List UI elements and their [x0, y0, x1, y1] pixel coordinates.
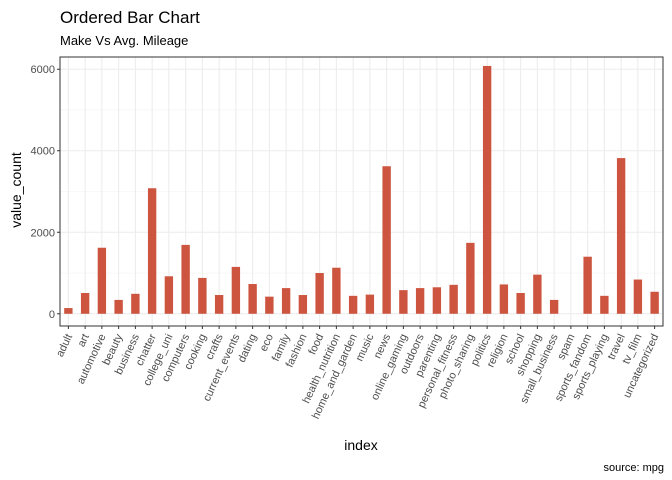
- bar-religion: [499, 284, 509, 314]
- bar-family: [281, 288, 291, 314]
- bar-health_nutrition: [332, 267, 341, 314]
- y-tick-label: 6000: [31, 64, 55, 76]
- bar-automotive: [97, 247, 107, 314]
- y-axis-title: value_count: [8, 152, 24, 228]
- bar-politics: [482, 65, 492, 314]
- y-tick-label: 2000: [31, 227, 55, 239]
- bar-outdoors: [415, 288, 425, 314]
- bar-eco: [265, 296, 274, 314]
- bar-fashion: [298, 295, 308, 314]
- bar-shopping: [533, 274, 542, 314]
- bar-business: [131, 293, 140, 314]
- y-tick-label: 0: [49, 309, 55, 321]
- bar-news: [382, 166, 391, 314]
- chart-title: Ordered Bar Chart: [60, 8, 200, 27]
- chart-caption: source: mpg: [603, 462, 664, 474]
- x-tick-label: art: [76, 332, 92, 349]
- bar-personal_fitness: [449, 284, 458, 314]
- bar-small_business: [549, 299, 559, 314]
- bar-cooking: [198, 277, 207, 314]
- bar-food: [315, 273, 324, 314]
- x-axis: adult artautomotivebeautybusinesschatterc…: [54, 326, 661, 421]
- chart-subtitle: Make Vs Avg. Mileage: [60, 33, 188, 48]
- bar-current_events: [231, 266, 241, 314]
- bar-tv_film: [633, 279, 643, 314]
- plot-panel-border: [59, 56, 664, 327]
- bar-art: [80, 292, 90, 314]
- bar-adult: [64, 308, 73, 314]
- y-tick-label: 4000: [31, 146, 55, 158]
- bar-parenting: [432, 287, 442, 314]
- bar-photo_sharing: [466, 242, 475, 314]
- bar-sports_fandom: [583, 256, 592, 314]
- bar-travel: [616, 158, 626, 314]
- bar-sports_playing: [600, 295, 609, 314]
- bar-school: [516, 292, 525, 314]
- bars: [64, 65, 659, 314]
- y-axis: 0 2000 4000 6000: [31, 64, 60, 321]
- bar-beauty: [114, 299, 123, 314]
- x-tick-label: adult: [54, 332, 75, 359]
- bar-home_and_garden: [348, 295, 358, 314]
- bar-music: [365, 294, 375, 314]
- bar-chatter: [147, 188, 157, 314]
- x-axis-title: index: [344, 437, 377, 453]
- bar-college_uni: [164, 276, 174, 314]
- bar-crafts: [214, 295, 224, 314]
- bar-online_gaming: [399, 290, 408, 314]
- bar-computers: [181, 244, 190, 314]
- bar-dating: [248, 284, 257, 314]
- bar-uncategorized: [650, 291, 659, 314]
